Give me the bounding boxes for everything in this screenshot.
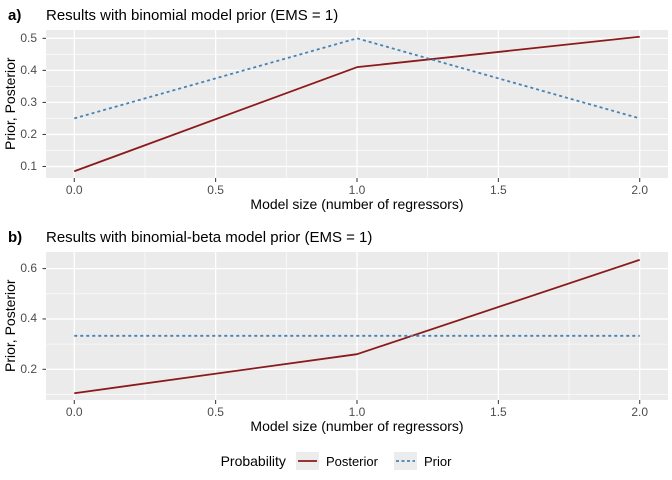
x-tick-label: 0.0	[65, 183, 83, 197]
y-tick-label: 0.1	[20, 158, 37, 173]
panel-a-x-axis-title: Model size (number of regressors)	[250, 196, 464, 212]
line-prior	[74, 37, 640, 120]
y-tick-label: 0.3	[20, 94, 37, 109]
y-tick-label: 0.6	[20, 261, 37, 276]
legend-entry-posterior: Posterior	[295, 452, 378, 470]
y-tick-label: 0.4	[20, 311, 37, 326]
panel-b-x-axis-title: Model size (number of regressors)	[250, 418, 464, 434]
y-tick-label: 0.2	[20, 361, 37, 376]
prior-line-icon	[393, 452, 417, 470]
panel-a-plot-area	[42, 30, 668, 182]
legend-entry-prior: Prior	[393, 452, 452, 470]
legend-title: Probability	[220, 453, 286, 469]
legend-label-prior: Prior	[423, 453, 452, 469]
x-tick-label: 1.5	[490, 405, 507, 419]
posterior-line-icon	[295, 452, 319, 470]
x-tick-label: 2.0	[631, 405, 649, 419]
panel-b-title: Results with binomial-beta model prior (…	[46, 229, 373, 246]
y-tick-label: 0.4	[20, 62, 37, 77]
panel-a-title: Results with binomial model prior (EMS =…	[46, 7, 339, 24]
x-tick-label: 1.0	[348, 405, 366, 419]
panel-a-tag: a)	[8, 7, 22, 24]
x-tick-label: 2.0	[631, 183, 649, 197]
line-posterior	[74, 258, 641, 395]
panel-b-plot-area	[42, 252, 668, 404]
x-tick-label: 1.5	[490, 183, 507, 197]
legend: Probability Posterior Prior	[0, 447, 672, 475]
x-tick-label: 0.5	[207, 183, 224, 197]
y-tick-label: 0.5	[20, 30, 37, 45]
panel-b-tag: b)	[8, 229, 23, 246]
legend-label-posterior: Posterior	[325, 453, 378, 469]
x-tick-label: 1.0	[348, 183, 366, 197]
x-tick-label: 0.0	[65, 405, 83, 419]
line-posterior	[73, 35, 640, 173]
y-tick-label: 0.2	[20, 126, 37, 141]
x-tick-label: 0.5	[207, 405, 224, 419]
